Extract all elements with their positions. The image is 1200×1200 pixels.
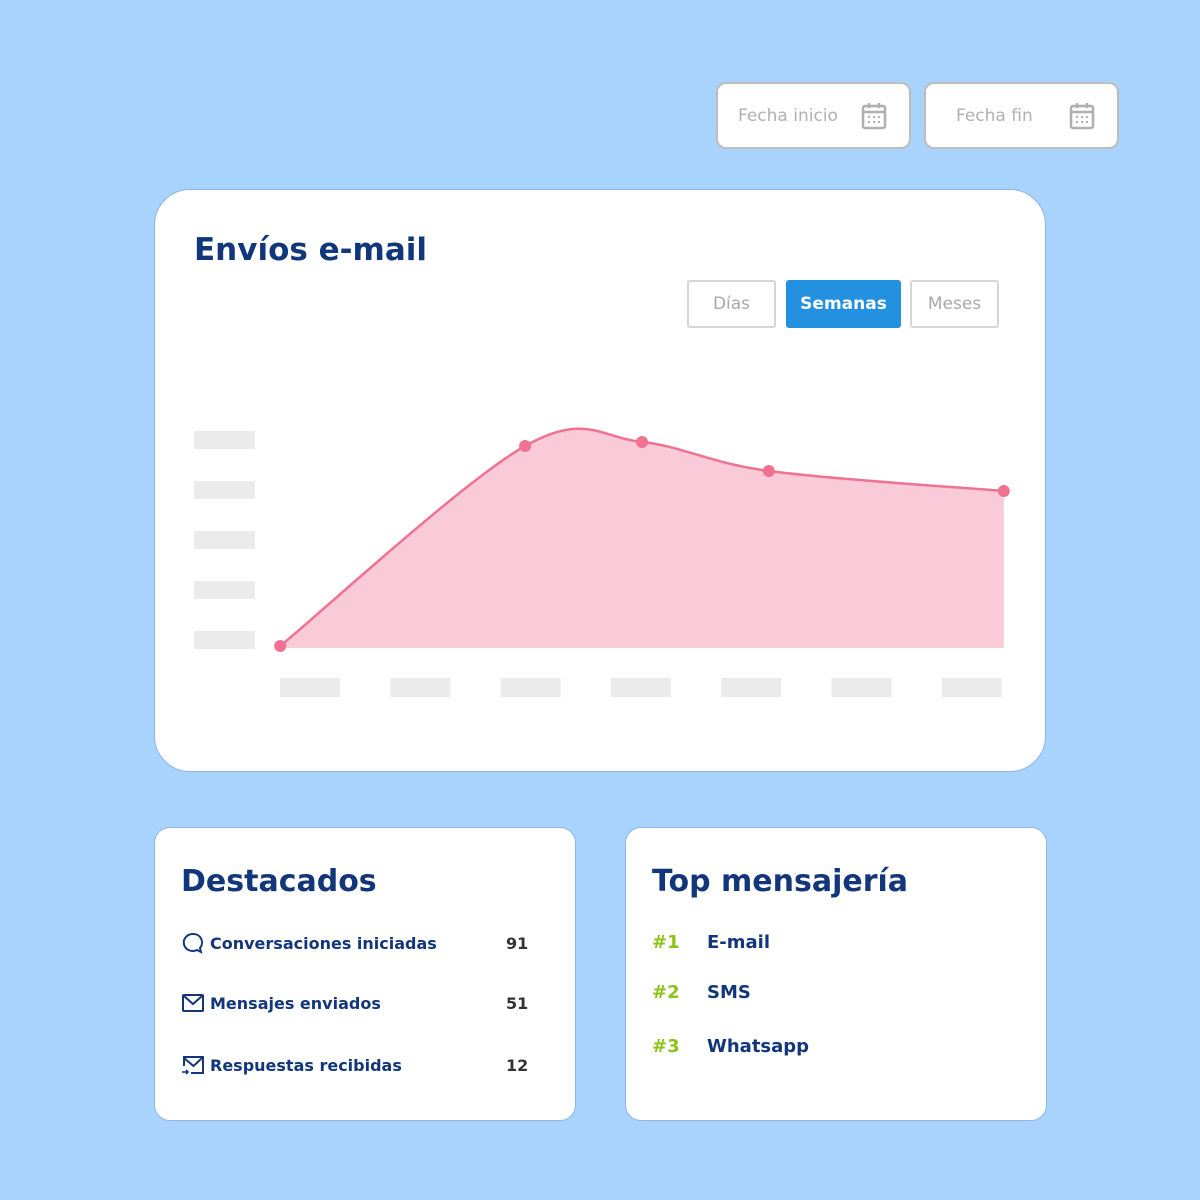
item-label: Respuestas recibidas: [210, 1055, 402, 1075]
data-point: [636, 436, 649, 448]
list-item: Mensajes enviados 51: [181, 992, 528, 1014]
list-item: Conversaciones iniciadas 91: [181, 932, 528, 954]
channel-name: Whatsapp: [707, 1036, 810, 1057]
calendar-icon: [1069, 103, 1095, 130]
rank: #3: [652, 1036, 680, 1057]
rank: #2: [652, 982, 680, 1003]
tab-dias[interactable]: Días: [687, 280, 776, 328]
item-label: Mensajes enviados: [210, 993, 381, 1013]
channel-name: SMS: [707, 982, 751, 1003]
area-fill: [280, 428, 1004, 648]
data-point: [274, 640, 287, 652]
x-tick-placeholder: [280, 678, 340, 697]
x-tick-placeholder: [941, 678, 1002, 697]
channel-name: E-mail: [707, 932, 771, 953]
top-mensajeria-card: Top mensajería #1 E-mail #2 SMS #3 Whatsapp: [625, 827, 1047, 1121]
start-date-placeholder: Fecha inicio: [738, 105, 838, 126]
item-value: 51: [506, 993, 529, 1013]
item-value: 91: [506, 933, 529, 953]
item-value: 12: [506, 1055, 529, 1075]
data-point: [997, 485, 1010, 497]
list-item: #2 SMS: [652, 982, 751, 1003]
data-point: [519, 440, 532, 452]
tab-semanas[interactable]: Semanas: [786, 280, 901, 328]
x-tick-placeholder: [610, 678, 671, 697]
x-tick-placeholder: [390, 678, 451, 697]
top-title: Top mensajería: [652, 864, 909, 899]
x-tick-placeholder: [721, 678, 782, 697]
y-tick-placeholder: [194, 631, 255, 649]
y-tick-placeholder: [194, 531, 255, 549]
chat-bubble-icon: [182, 932, 204, 954]
envelope-reply-icon: [182, 1056, 204, 1075]
tab-meses[interactable]: Meses: [910, 280, 999, 328]
start-date-input[interactable]: Fecha inicio: [716, 82, 911, 149]
destacados-title: Destacados: [181, 864, 377, 899]
calendar-icon: [861, 103, 887, 130]
item-label: Conversaciones iniciadas: [210, 933, 437, 953]
email-chart-card: Envíos e-mail Días Semanas Meses: [154, 189, 1046, 772]
list-item: #3 Whatsapp: [652, 1036, 809, 1057]
end-date-placeholder: Fecha fin: [956, 105, 1033, 126]
area-chart: [194, 427, 1010, 697]
rank: #1: [652, 932, 680, 953]
y-tick-placeholder: [194, 431, 255, 449]
x-tick-placeholder: [500, 678, 561, 697]
destacados-card: Destacados Conversaciones iniciadas 91 M…: [154, 827, 576, 1121]
list-item: Respuestas recibidas 12: [181, 1054, 528, 1076]
end-date-input[interactable]: Fecha fin: [924, 82, 1119, 149]
list-item: #1 E-mail: [652, 932, 770, 953]
envelope-icon: [182, 994, 204, 1012]
data-point: [762, 465, 775, 477]
x-tick-placeholder: [831, 678, 892, 697]
y-tick-placeholder: [194, 581, 255, 599]
chart-title: Envíos e-mail: [194, 232, 427, 268]
y-tick-placeholder: [194, 481, 255, 499]
